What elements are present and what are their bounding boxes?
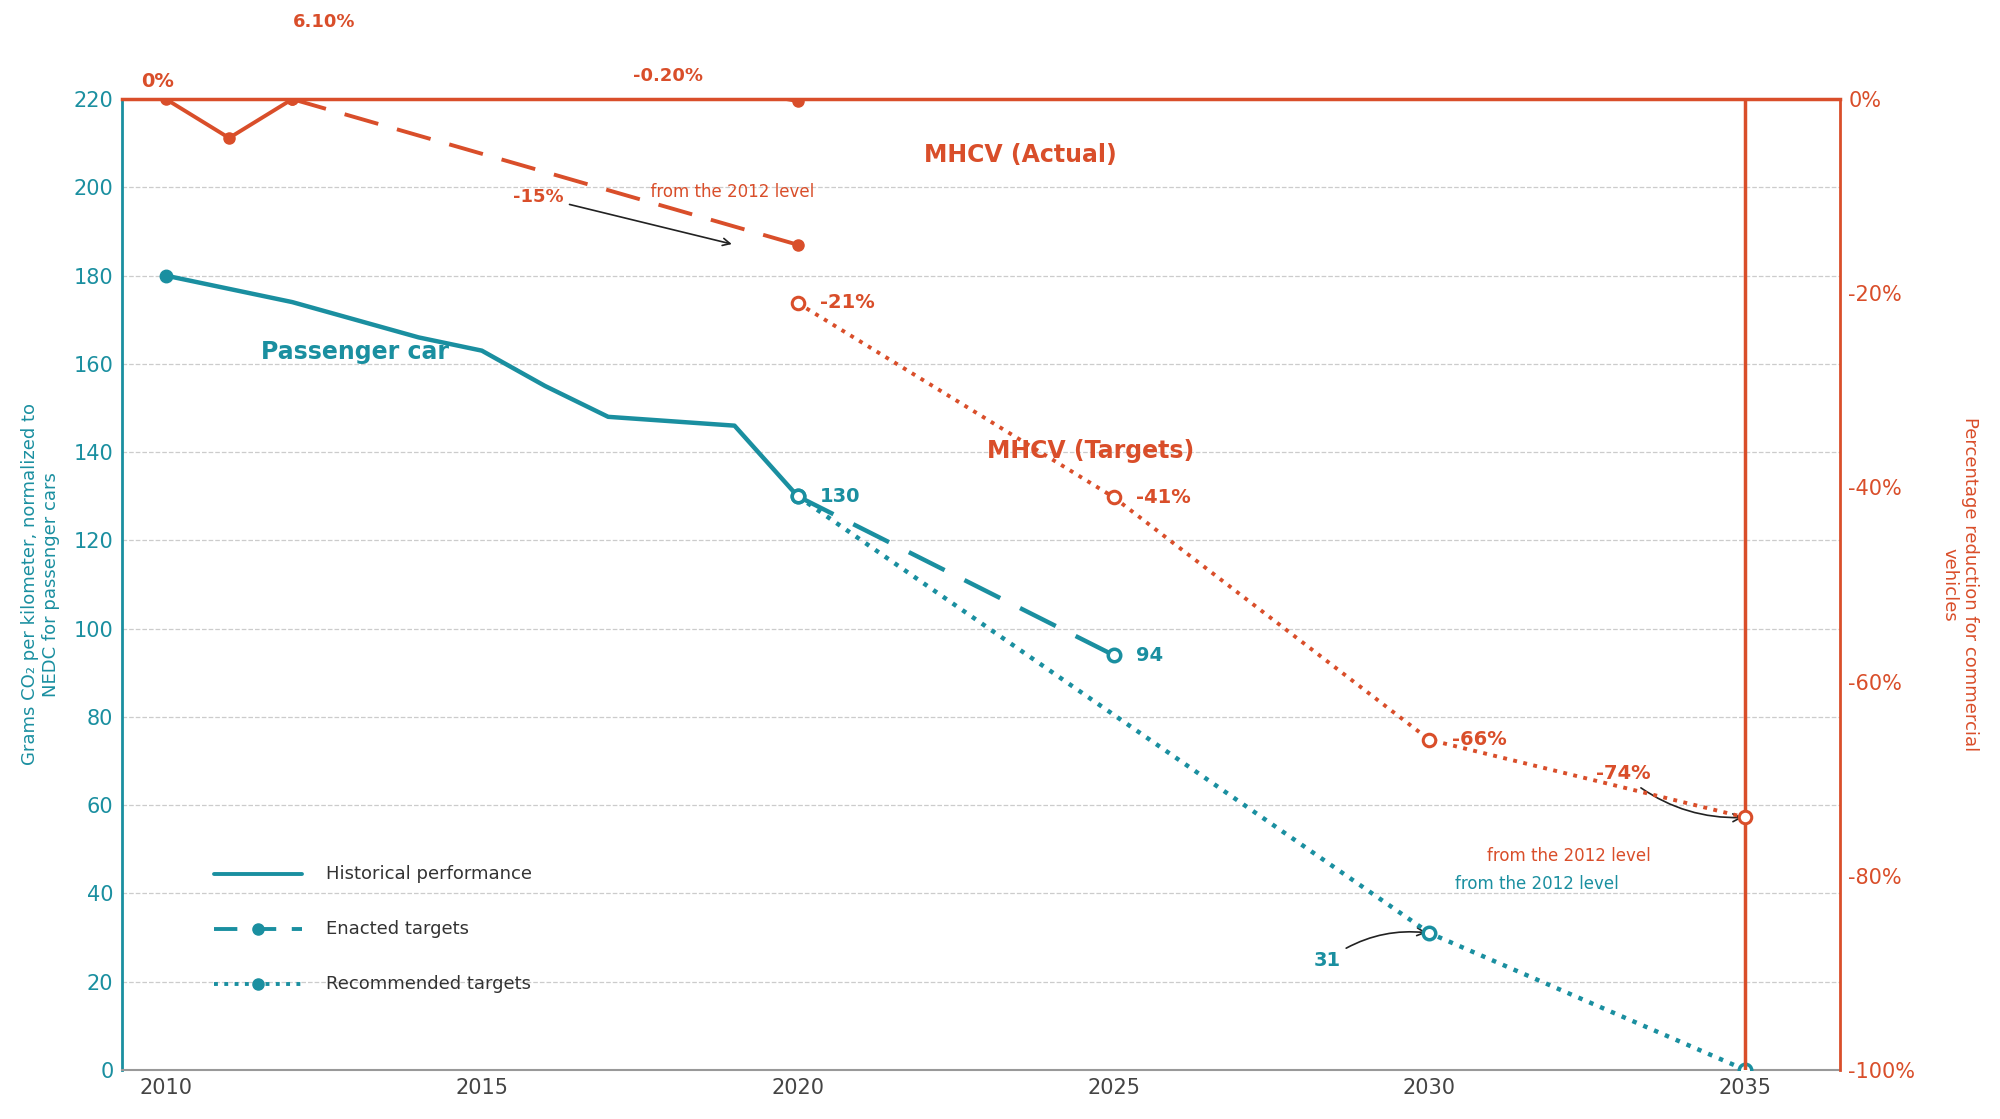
Text: from the 2012 level: from the 2012 level [640, 184, 814, 201]
Text: 6.10%: 6.10% [292, 13, 356, 31]
Text: Passenger car: Passenger car [260, 340, 448, 365]
Text: -15%: -15% [514, 188, 730, 245]
Text: 130: 130 [820, 487, 860, 506]
Text: 0%: 0% [140, 73, 174, 92]
Y-axis label: Grams CO₂ per kilometer, normalized to
NEDC for passenger cars: Grams CO₂ per kilometer, normalized to N… [20, 404, 60, 765]
Text: -66%: -66% [1452, 731, 1506, 750]
Text: -0.20%: -0.20% [632, 67, 702, 85]
Text: MHCV (Targets): MHCV (Targets) [988, 439, 1194, 463]
Text: from the 2012 level: from the 2012 level [1454, 875, 1618, 893]
Text: -21%: -21% [820, 293, 874, 312]
Text: -74%: -74% [1596, 764, 1740, 821]
Text: Enacted targets: Enacted targets [326, 920, 468, 939]
Text: Historical performance: Historical performance [326, 865, 532, 884]
Text: Recommended targets: Recommended targets [326, 975, 530, 994]
Y-axis label: Percentage reduction for commercial
vehicles: Percentage reduction for commercial vehi… [1940, 417, 1980, 752]
Text: from the 2012 level: from the 2012 level [1486, 847, 1650, 865]
Text: 31: 31 [1314, 928, 1424, 970]
Text: 94: 94 [1136, 646, 1162, 665]
Text: MHCV (Actual): MHCV (Actual) [924, 143, 1116, 167]
Text: -41%: -41% [1136, 488, 1190, 507]
